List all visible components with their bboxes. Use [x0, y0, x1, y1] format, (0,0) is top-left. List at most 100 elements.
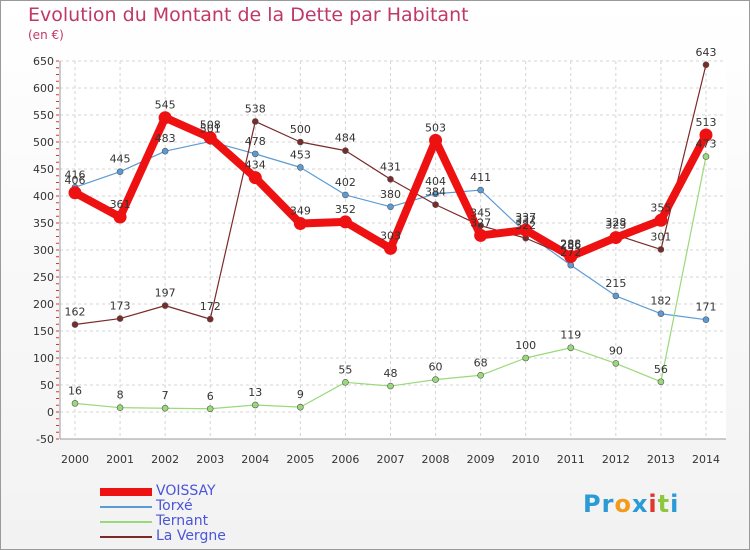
legend-item: Torxé: [100, 499, 226, 514]
data-label: 60: [429, 361, 443, 374]
data-label: 100: [515, 339, 536, 352]
data-label: 332: [515, 214, 536, 227]
y-tick-label: 200: [33, 298, 54, 311]
legend-item: La Vergne: [100, 529, 226, 544]
data-point: [251, 401, 259, 409]
data-point: [609, 231, 623, 245]
legend-label: Torxé: [156, 498, 193, 514]
data-label: 13: [248, 386, 262, 399]
logo-letter: i: [670, 490, 680, 518]
data-label: 48: [383, 367, 397, 380]
y-tick-label: 450: [33, 163, 54, 176]
data-point: [293, 217, 307, 231]
data-label: 416: [65, 168, 86, 181]
data-point: [657, 378, 665, 386]
data-point: [519, 223, 533, 237]
data-label: 7: [162, 389, 169, 402]
x-tick-label: 2004: [241, 453, 269, 466]
y-tick-label: 500: [33, 136, 54, 149]
data-label: 513: [695, 116, 716, 129]
y-tick-label: 50: [40, 379, 54, 392]
data-label: 172: [200, 300, 221, 313]
data-label: 182: [650, 295, 671, 308]
data-label: 68: [474, 356, 488, 369]
legend-swatch: [100, 535, 152, 538]
x-tick-label: 2012: [602, 453, 630, 466]
data-point: [206, 315, 214, 323]
data-label: 503: [425, 121, 446, 134]
x-tick-label: 2003: [196, 453, 224, 466]
data-label: 508: [200, 119, 221, 132]
data-label: 473: [695, 138, 716, 151]
y-tick-label: 350: [33, 217, 54, 230]
legend-item: Ternant: [100, 514, 226, 529]
data-point: [612, 292, 620, 300]
x-tick-label: 2010: [512, 453, 540, 466]
logo-letter: o: [614, 490, 632, 518]
data-label: 402: [335, 176, 356, 189]
data-label: 119: [560, 329, 581, 342]
data-point: [342, 378, 349, 386]
data-label: 538: [245, 102, 266, 115]
data-label: 478: [245, 135, 266, 148]
data-point: [564, 249, 578, 263]
data-label: 171: [695, 301, 716, 314]
y-tick-label: 250: [33, 271, 54, 284]
y-tick-label: 650: [33, 55, 54, 68]
data-label: 500: [290, 123, 311, 136]
logo-letter: t: [657, 490, 671, 518]
data-label: 431: [380, 160, 401, 173]
data-point: [251, 118, 259, 125]
data-point: [477, 186, 484, 194]
data-label: 327: [470, 216, 491, 229]
data-point: [702, 153, 710, 160]
data-point: [342, 191, 349, 199]
data-point: [116, 168, 124, 175]
logo-letter: x: [631, 490, 649, 518]
x-tick-label: 2013: [647, 453, 675, 466]
data-label: 453: [290, 148, 311, 161]
data-point: [297, 164, 304, 171]
legend-swatch: [100, 520, 152, 523]
data-label: 197: [155, 287, 176, 300]
data-point: [161, 147, 169, 155]
data-label: 411: [470, 171, 491, 184]
data-point: [432, 201, 439, 208]
x-tick-label: 2006: [331, 453, 359, 466]
data-point: [387, 203, 394, 211]
data-label: 8: [117, 389, 124, 402]
legend: VOISSAY Torxé Ternant La Vergne: [100, 484, 226, 544]
data-point: [432, 376, 439, 383]
data-label: 483: [155, 132, 176, 145]
data-point: [161, 302, 169, 309]
data-label: 288: [560, 237, 581, 250]
data-point: [116, 404, 124, 411]
data-label: 173: [110, 300, 131, 313]
data-point: [477, 222, 484, 229]
data-point: [248, 171, 262, 185]
data-label: 345: [470, 207, 491, 220]
data-label: 545: [155, 99, 176, 112]
y-tick-label: 150: [33, 325, 54, 338]
data-point: [116, 315, 124, 322]
data-point: [612, 360, 620, 367]
data-point: [206, 405, 214, 413]
data-label: 484: [335, 132, 356, 145]
y-tick-label: 0: [47, 406, 54, 419]
data-label: 380: [380, 188, 401, 201]
data-label: 434: [245, 159, 266, 172]
data-label: 322: [515, 219, 536, 232]
data-label: 501: [200, 122, 221, 135]
x-tick-label: 2000: [61, 453, 89, 466]
x-tick-label: 2007: [376, 453, 404, 466]
proxiti-logo: Proxiti: [583, 490, 679, 518]
data-point: [657, 246, 665, 253]
legend-swatch: [100, 505, 152, 508]
data-point: [383, 241, 397, 255]
x-tick-label: 2002: [151, 453, 179, 466]
data-label: 301: [650, 230, 671, 243]
data-label: 355: [650, 201, 671, 214]
y-tick-label: -50: [36, 433, 54, 446]
x-tick-label: 2001: [106, 453, 134, 466]
